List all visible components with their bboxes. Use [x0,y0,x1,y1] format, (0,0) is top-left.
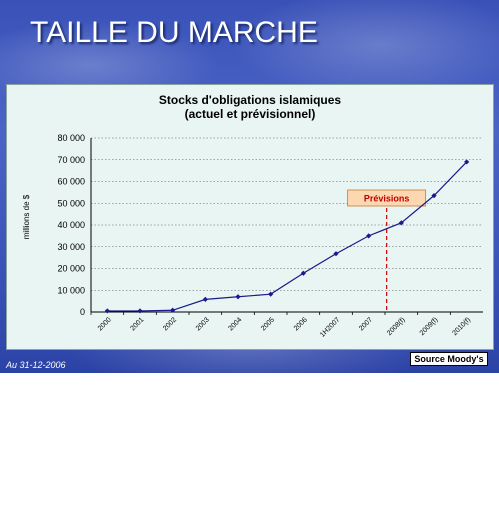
data-point [170,307,176,313]
data-point [104,308,110,314]
chart-subtitle: (actuel et prévisionnel) [185,107,316,121]
y-tick-label: 0 [80,307,85,317]
data-point [464,159,470,165]
data-point [202,296,208,302]
x-tick-label: 2005 [260,316,276,332]
x-tick-label: 2004 [227,316,243,332]
data-point [333,251,339,257]
background-cloud [230,0,499,100]
y-axis-label: millions de $ [22,194,31,239]
gridlines [90,137,483,313]
y-tick-label: 80 000 [57,133,85,143]
y-tick-label: 50 000 [57,198,85,208]
x-tick-labels: 2000 2001 2002 2003 2004 2005 2006 1H2007 2007 20… [90,312,472,339]
data-point [235,294,241,300]
chart-panel: Stocks d'obligations islamiques (actuel … [6,84,494,350]
slide-title: TAILLE DU MARCHE [30,16,318,49]
forecast-marker: Prévisions [347,189,427,312]
forecast-label: Prévisions [364,194,410,204]
data-point [137,308,143,314]
x-tick-label: 2008(f) [386,316,407,337]
data-point [431,193,437,199]
data-point [366,233,372,239]
source-note: Source Moody's [410,352,488,366]
y-tick-labels: 0 10 000 20 000 30 000 40 000 50 000 60 000 70 … [57,133,85,317]
line-chart: Stocks d'obligations islamiques (actuel … [22,93,483,339]
y-tick-label: 40 000 [57,220,85,230]
forecast-label-box [347,189,427,207]
x-tick-label: 2007 [358,316,374,332]
x-tick-label: 2003 [195,316,211,332]
x-tick-label: 2006 [293,316,309,332]
y-tick-label: 70 000 [57,155,85,165]
x-tick-label: 2002 [162,316,178,332]
y-tick-label: 30 000 [57,242,85,252]
x-tick-label: 2010(f) [451,316,472,337]
y-tick-label: 20 000 [57,264,85,274]
date-note: Au 31-12-2006 [6,360,66,370]
slide-background: TAILLE DU MARCHE Stocks d'obligations is… [0,0,499,373]
data-point [398,220,404,226]
series-polyline [107,161,468,312]
x-tick-label: 1H2007 [319,316,341,338]
y-tick-label: 60 000 [57,177,85,187]
x-tick-label: 2009(f) [419,316,440,337]
x-tick-label: 2000 [97,316,113,332]
y-tick-label: 10 000 [57,285,85,295]
chart-title: Stocks d'obligations islamiques [159,93,342,107]
x-tick-label: 2001 [129,316,145,332]
